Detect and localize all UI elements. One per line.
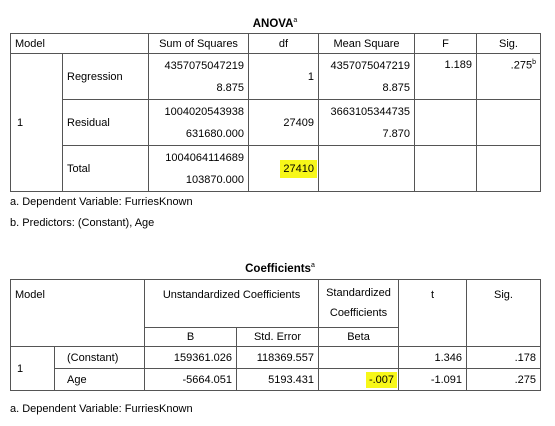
anova-regression-ss: 4357075047219 8.875 xyxy=(148,53,249,100)
coefficients-header-standardized-line2: Coefficients xyxy=(329,307,388,319)
coefficients-row-age: Age -5664.051 5193.431 -.007 -1.091 .275 xyxy=(11,368,542,391)
anova-header-ms: Mean Square xyxy=(318,33,415,54)
coefficients-header-b: B xyxy=(144,327,237,347)
coefficients-constant-beta xyxy=(318,346,400,369)
anova-header-sig: Sig. xyxy=(476,33,541,54)
coefficients-model-number: 1 xyxy=(10,346,55,391)
anova-residual-ms: 3663105344735 7.870 xyxy=(318,99,415,146)
coefficients-header-t: t xyxy=(398,279,468,347)
anova-residual-sig xyxy=(476,99,541,146)
anova-total-ms xyxy=(318,145,415,192)
coefficients-header-row-1: Model Unstandardized Coefficients Standa… xyxy=(10,279,542,347)
coefficients-header-model: Model xyxy=(10,279,145,347)
coefficients-age-sig: .275 xyxy=(466,368,542,391)
coefficients-constant-std-error: 118369.557 xyxy=(235,346,320,369)
anova-row-regression: 1 Regression 4357075047219 8.875 1 43570… xyxy=(10,53,541,192)
coefficients-table: Model Unstandardized Coefficients Standa… xyxy=(10,279,542,391)
anova-header-model: Model xyxy=(10,33,149,54)
anova-total-f xyxy=(414,145,477,192)
coefficients-age-label: Age xyxy=(54,368,145,391)
anova-residual-ss-line2: 631680.000 xyxy=(185,127,244,140)
anova-footnote-b: b. Predictors: (Constant), Age xyxy=(10,217,155,229)
coefficients-age-std-error: 5193.431 xyxy=(235,368,320,391)
coefficients-age-beta-highlight: -.007 xyxy=(365,371,398,388)
anova-total-df-highlight: 27410 xyxy=(280,159,317,178)
coefficients-header-standardized-line1: Standardized xyxy=(326,287,391,299)
anova-residual-df: 27409 xyxy=(248,99,319,146)
anova-title: ANOVAa xyxy=(230,17,320,30)
anova-regression-df: 1 xyxy=(248,53,319,100)
anova-header-row: Model Sum of Squares df Mean Square F Si… xyxy=(10,33,541,54)
anova-regression-sig-value: .275 xyxy=(510,59,533,72)
anova-table: Model Sum of Squares df Mean Square F Si… xyxy=(10,33,541,192)
coefficients-constant-sig: .178 xyxy=(466,346,542,369)
anova-header-ss: Sum of Squares xyxy=(148,33,249,54)
anova-regression-sig: .275b xyxy=(476,53,541,100)
coefficients-title-text: Coefficients xyxy=(245,262,311,275)
coefficients-title-sup: a xyxy=(310,262,315,269)
anova-total-ss-line2: 103870.000 xyxy=(185,173,244,186)
coefficients-constant-label: (Constant) xyxy=(54,346,145,369)
anova-regression-ms-line2: 8.875 xyxy=(382,81,410,94)
coefficients-header-beta: Beta xyxy=(318,327,400,347)
coefficients-title: Coefficientsa xyxy=(220,262,340,275)
anova-total-df: 27410 xyxy=(248,145,319,192)
coefficients-footnote: a. Dependent Variable: FurriesKnown xyxy=(10,403,193,415)
coefficients-header-row-2: B Std. Error Beta xyxy=(11,327,541,347)
anova-total-sig xyxy=(476,145,541,192)
anova-regression-sig-sup: b xyxy=(532,59,536,66)
coefficients-row-constant: 1 (Constant) 159361.026 118369.557 1.346… xyxy=(10,346,542,391)
anova-regression-ss-line2: 8.875 xyxy=(216,81,244,94)
coefficients-age-beta: -.007 xyxy=(318,368,400,391)
coefficients-header-std-error: Std. Error xyxy=(235,327,320,347)
anova-regression-ms: 4357075047219 8.875 xyxy=(318,53,415,100)
anova-residual-ss: 1004020543938 631680.000 xyxy=(148,99,249,146)
anova-header-df: df xyxy=(248,33,319,54)
coefficients-age-b: -5664.051 xyxy=(144,368,237,391)
anova-regression-ms-line1: 4357075047219 xyxy=(330,59,410,72)
coefficients-header-sig: Sig. xyxy=(466,279,542,347)
anova-residual-ss-line1: 1004020543938 xyxy=(164,105,244,118)
anova-residual-f xyxy=(414,99,477,146)
anova-residual-label: Residual xyxy=(62,99,149,146)
anova-total-label: Total xyxy=(62,145,149,192)
anova-title-sup: a xyxy=(293,17,298,24)
anova-footnote-a: a. Dependent Variable: FurriesKnown xyxy=(10,196,193,208)
anova-row-total: Total 1004064114689 103870.000 27410 xyxy=(11,145,541,192)
anova-row-residual: Residual 1004020543938 631680.000 27409 … xyxy=(11,99,541,146)
anova-residual-ms-line1: 3663105344735 xyxy=(330,105,410,118)
anova-total-ss: 1004064114689 103870.000 xyxy=(148,145,249,192)
anova-regression-ss-line1: 4357075047219 xyxy=(164,59,244,72)
coefficients-header-unstandardized: Unstandardized Coefficients xyxy=(143,279,320,328)
anova-total-ss-line1: 1004064114689 xyxy=(165,151,244,164)
coefficients-age-t: -1.091 xyxy=(398,368,468,391)
anova-header-f: F xyxy=(414,33,477,54)
anova-regression-label: Regression xyxy=(62,53,149,100)
anova-regression-f: 1.189 xyxy=(414,53,477,100)
anova-residual-ms-line2: 7.870 xyxy=(382,127,410,140)
coefficients-header-standardized: Standardized Coefficients xyxy=(318,279,400,328)
anova-model-number: 1 xyxy=(10,53,63,192)
coefficients-constant-t: 1.346 xyxy=(398,346,468,369)
coefficients-constant-b: 159361.026 xyxy=(144,346,237,369)
anova-title-text: ANOVA xyxy=(252,17,294,30)
